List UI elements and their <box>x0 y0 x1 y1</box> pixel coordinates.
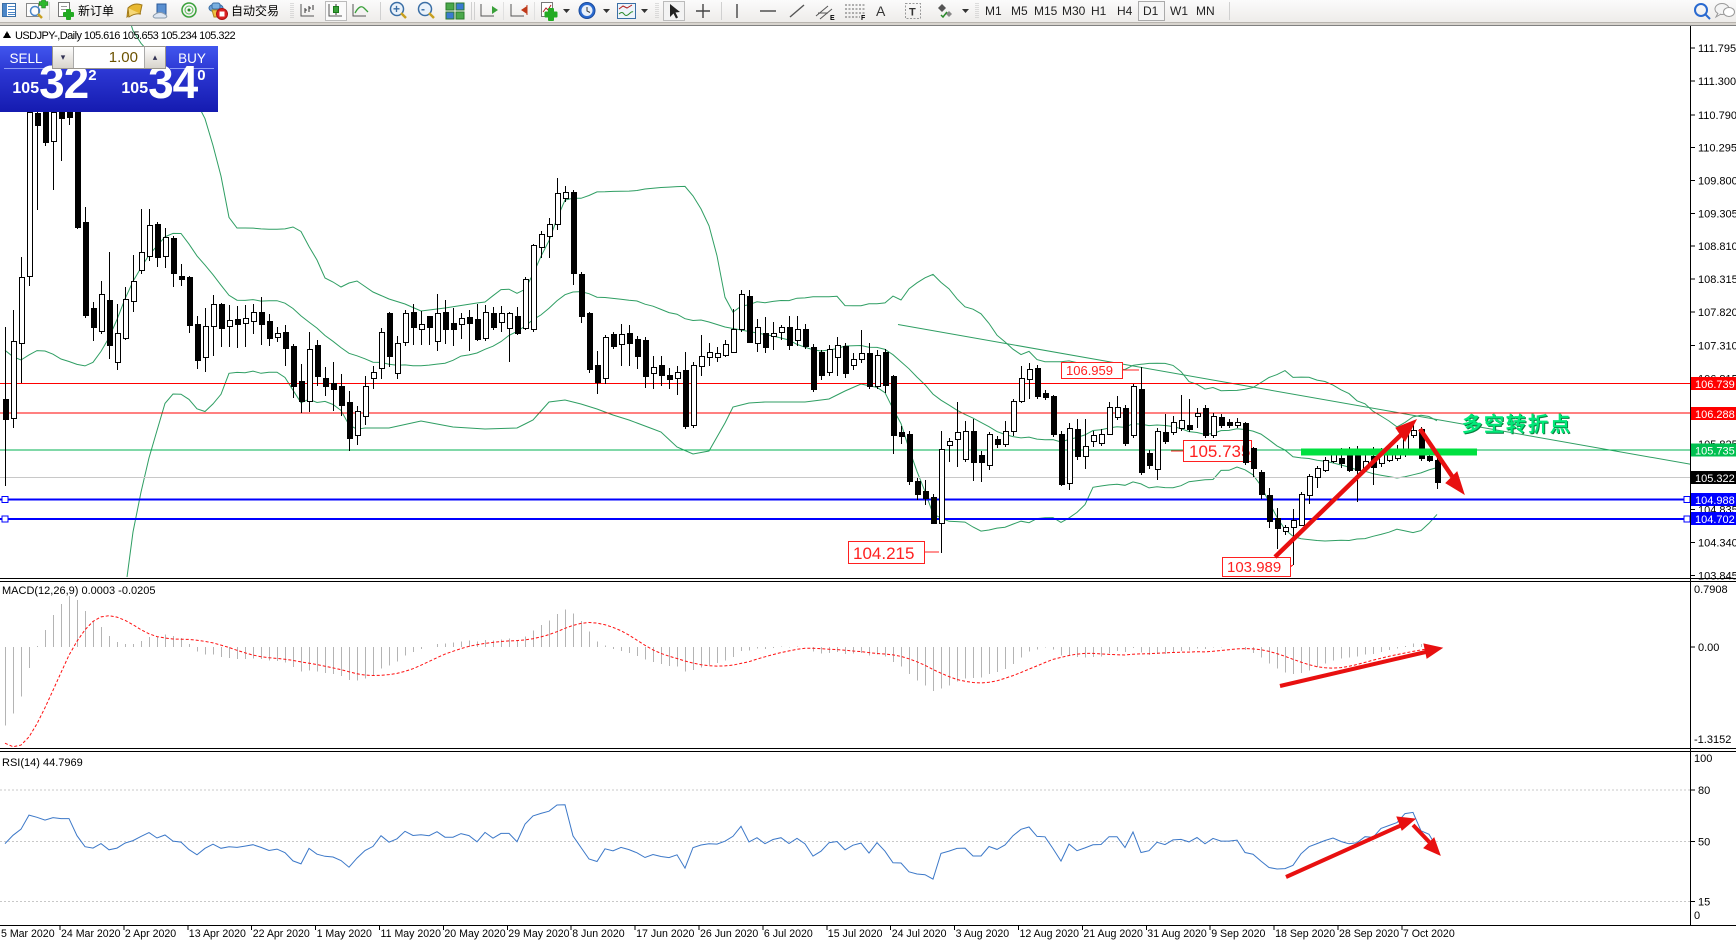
svg-text:107.310: 107.310 <box>1698 341 1736 353</box>
svg-text:12 Aug 2020: 12 Aug 2020 <box>1020 928 1080 940</box>
svg-text:E: E <box>830 15 835 22</box>
svg-text:104.702: 104.702 <box>1695 514 1735 526</box>
svg-text:F: F <box>861 15 866 22</box>
svg-text:104.340: 104.340 <box>1698 538 1736 550</box>
svg-text:M30: M30 <box>1062 4 1086 18</box>
svg-text:M1: M1 <box>985 4 1002 18</box>
svg-text:MACD(12,26,9) 0.0003 -0.0205: MACD(12,26,9) 0.0003 -0.0205 <box>2 585 155 597</box>
svg-text:3 Aug 2020: 3 Aug 2020 <box>956 928 1010 940</box>
svg-text:29 May 2020: 29 May 2020 <box>508 928 569 940</box>
svg-text:5 Mar 2020: 5 Mar 2020 <box>1 928 55 940</box>
svg-text:24 Mar 2020: 24 Mar 2020 <box>61 928 121 940</box>
svg-text:109.305: 109.305 <box>1698 208 1736 220</box>
svg-text:111.795: 111.795 <box>1698 43 1736 55</box>
svg-text:103.989: 103.989 <box>1227 559 1281 576</box>
svg-text:110.295: 110.295 <box>1698 143 1736 155</box>
svg-text:26 Jun 2020: 26 Jun 2020 <box>700 928 758 940</box>
svg-text:105.735: 105.735 <box>1189 442 1250 461</box>
svg-text:105.322: 105.322 <box>1695 473 1735 485</box>
svg-text:17 Jun 2020: 17 Jun 2020 <box>636 928 694 940</box>
svg-text:M15: M15 <box>1034 4 1058 18</box>
svg-text:100: 100 <box>1694 753 1712 765</box>
svg-text:9 Sep 2020: 9 Sep 2020 <box>1211 928 1265 940</box>
svg-text:1 May 2020: 1 May 2020 <box>317 928 372 940</box>
svg-text:24 Jul 2020: 24 Jul 2020 <box>892 928 947 940</box>
svg-text:103.845: 103.845 <box>1698 570 1736 582</box>
svg-text:22 Apr 2020: 22 Apr 2020 <box>253 928 310 940</box>
svg-text:0.7908: 0.7908 <box>1694 584 1728 596</box>
svg-text:106.959: 106.959 <box>1066 363 1113 378</box>
svg-text:110.790: 110.790 <box>1698 110 1736 122</box>
svg-text:USDJPY-,Daily 105.616 105.653: USDJPY-,Daily 105.616 105.653 105.234 10… <box>15 30 236 42</box>
svg-text:RSI(14) 44.7969: RSI(14) 44.7969 <box>2 757 83 769</box>
svg-text:105.735: 105.735 <box>1695 446 1735 458</box>
svg-text:107.820: 107.820 <box>1698 307 1736 319</box>
svg-text:15 Jul 2020: 15 Jul 2020 <box>828 928 883 940</box>
svg-text:21 Aug 2020: 21 Aug 2020 <box>1083 928 1143 940</box>
svg-text:106.288: 106.288 <box>1695 409 1735 421</box>
svg-text:15: 15 <box>1698 896 1710 908</box>
svg-text:2 Apr 2020: 2 Apr 2020 <box>125 928 176 940</box>
svg-text:M5: M5 <box>1011 4 1028 18</box>
svg-text:108.315: 108.315 <box>1698 274 1736 286</box>
svg-text:0.00: 0.00 <box>1698 642 1719 654</box>
svg-text:104.988: 104.988 <box>1695 495 1735 507</box>
svg-text:7 Oct 2020: 7 Oct 2020 <box>1403 928 1455 940</box>
svg-text:自动交易: 自动交易 <box>231 3 279 18</box>
svg-text:+: + <box>393 2 400 16</box>
svg-text:多空转折点: 多空转折点 <box>1462 412 1572 436</box>
svg-text:31 Aug 2020: 31 Aug 2020 <box>1147 928 1207 940</box>
svg-text:D1: D1 <box>1143 4 1159 18</box>
svg-text:6 Jul 2020: 6 Jul 2020 <box>764 928 813 940</box>
svg-text:18 Sep 2020: 18 Sep 2020 <box>1275 928 1335 940</box>
svg-text:20 May 2020: 20 May 2020 <box>444 928 505 940</box>
svg-text:11 May 2020: 11 May 2020 <box>381 928 442 940</box>
svg-text:111.300: 111.300 <box>1698 76 1736 88</box>
svg-text:108.810: 108.810 <box>1698 241 1736 253</box>
svg-text:W1: W1 <box>1170 4 1188 18</box>
svg-text:H4: H4 <box>1117 4 1133 18</box>
svg-text:A: A <box>876 3 886 19</box>
svg-text:50: 50 <box>1698 837 1710 849</box>
svg-text:8 Jun 2020: 8 Jun 2020 <box>572 928 625 940</box>
svg-text:80: 80 <box>1698 785 1710 797</box>
svg-text:109.800: 109.800 <box>1698 176 1736 188</box>
svg-text:-: - <box>421 2 425 16</box>
svg-text:新订单: 新订单 <box>78 3 114 18</box>
svg-text:-1.3152: -1.3152 <box>1694 734 1731 746</box>
svg-text:T: T <box>909 7 916 19</box>
svg-text:104.215: 104.215 <box>853 544 914 563</box>
svg-text:106.739: 106.739 <box>1695 379 1735 391</box>
svg-text:MN: MN <box>1196 4 1215 18</box>
svg-text:28 Sep 2020: 28 Sep 2020 <box>1339 928 1399 940</box>
svg-text:13 Apr 2020: 13 Apr 2020 <box>189 928 246 940</box>
svg-text:H1: H1 <box>1091 4 1107 18</box>
svg-text:0: 0 <box>1694 910 1700 922</box>
